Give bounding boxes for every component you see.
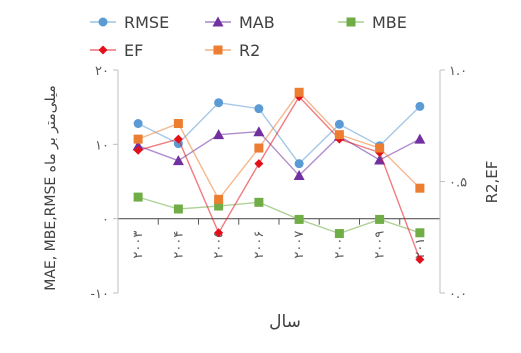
y-right-tick-label: ۰.۵	[449, 176, 467, 191]
data-point-triangle	[132, 140, 144, 151]
data-point-square	[254, 143, 264, 153]
series-line-mbe	[137, 196, 421, 235]
data-point-square	[415, 183, 425, 193]
legend-label: EF	[124, 41, 143, 60]
legend: RMSE MAB MBE EF R2	[90, 13, 407, 60]
data-point-square	[173, 119, 183, 129]
data-point-square	[346, 17, 356, 27]
legend-item-mbe: MBE	[338, 13, 407, 32]
data-point-diamond	[254, 159, 264, 169]
y-left-tick-label: ۱۰	[95, 138, 109, 153]
x-tick-label: ۲۰۰۷	[292, 231, 307, 259]
data-point-circle	[254, 104, 264, 114]
data-point-square	[415, 228, 425, 238]
legend-item-r2: R2	[205, 41, 260, 60]
data-point-triangle	[414, 133, 426, 144]
data-point-triangle	[213, 129, 225, 140]
data-point-square	[294, 214, 304, 224]
data-point-square	[214, 201, 224, 211]
y-right-tick-label: ۰.۰	[449, 287, 467, 302]
data-point-square	[173, 204, 183, 214]
data-point-triangle	[212, 16, 224, 27]
data-point-square	[375, 214, 385, 224]
series-mbe	[133, 192, 425, 239]
x-tick-label: ۲۰۰۴	[171, 231, 186, 259]
y-axis-left-title: MAE, MBE,RMSE میلی‌متر بر ماه	[43, 85, 59, 290]
data-point-circle	[415, 101, 425, 111]
series-r2	[133, 87, 425, 204]
data-point-circle	[133, 119, 143, 129]
x-tick-label: ۲۰۰۳	[131, 231, 146, 259]
legend-label: MAB	[239, 13, 275, 32]
x-axis-title: سال	[269, 312, 301, 332]
data-point-diamond	[415, 255, 425, 265]
data-point-square	[133, 134, 143, 144]
data-point-square	[213, 45, 223, 55]
legend-label: R2	[239, 41, 260, 60]
data-point-triangle	[374, 154, 386, 165]
legend-label: RMSE	[124, 13, 169, 32]
data-point-square	[334, 130, 344, 140]
data-point-circle	[334, 119, 344, 129]
data-point-square	[133, 192, 143, 202]
legend-item-rmse: RMSE	[90, 13, 169, 32]
data-point-triangle	[172, 155, 184, 166]
y-axis-right-title: R2,EF	[483, 161, 501, 204]
axis-layer: -۱۰ ۰ ۱۰ ۲۰ ۰.۰ ۰.۵ ۱.۰ ۲۰۰۳ ۲۰۰۴ ۲۰۰۵ ۲۰۰۶ ۲۰۰۷ ۲۰۰…	[90, 64, 467, 302]
data-point-circle	[294, 159, 304, 169]
data-point-triangle	[253, 126, 265, 137]
legend-label: MBE	[372, 13, 407, 32]
y-right-tick-label: ۱.۰	[449, 64, 467, 79]
data-point-square	[375, 143, 385, 153]
y-left-tick-label: -۱۰	[90, 287, 109, 302]
data-point-diamond	[98, 45, 108, 55]
y-left-tick-label: ۲۰	[95, 64, 109, 79]
data-point-circle	[214, 98, 224, 108]
series-line-ef	[137, 95, 421, 260]
data-point-diamond	[133, 145, 143, 155]
data-point-diamond	[173, 134, 183, 144]
data-point-triangle	[293, 170, 305, 181]
y-left-tick-label: ۰	[102, 213, 109, 228]
data-point-circle	[98, 17, 108, 27]
series-line-r2	[137, 91, 421, 201]
x-tick-label: ۲۰۰۹	[373, 231, 388, 259]
legend-item-ef: EF	[90, 41, 143, 60]
data-point-square	[294, 87, 304, 97]
data-point-square	[334, 229, 344, 239]
data-point-square	[254, 197, 264, 207]
series-layer	[132, 87, 426, 265]
legend-item-mab: MAB	[205, 13, 275, 32]
x-tick-label: ۲۰۰۵	[212, 231, 227, 259]
data-point-diamond	[214, 228, 224, 238]
data-point-square	[214, 194, 224, 204]
x-tick-label: ۲۰۰۶	[252, 231, 267, 259]
